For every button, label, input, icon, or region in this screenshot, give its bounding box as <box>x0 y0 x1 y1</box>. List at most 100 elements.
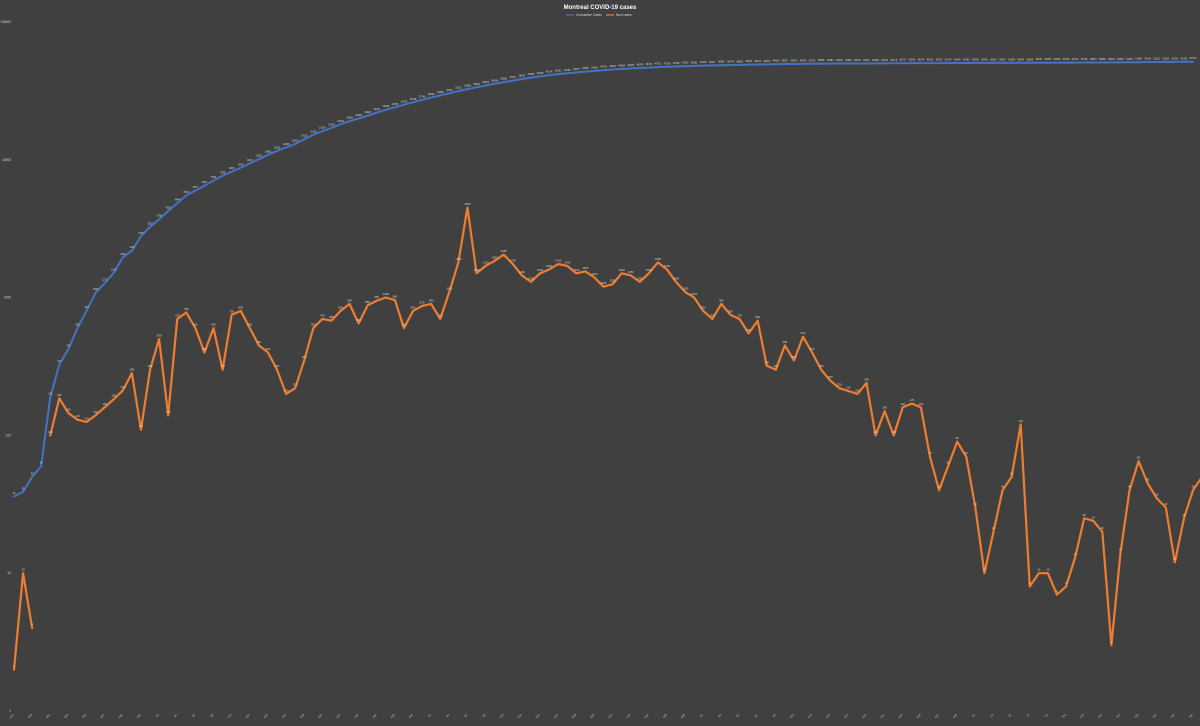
x-tick-label: 5/24 <box>626 713 632 719</box>
cumulative-data-label: 50460 <box>972 58 979 61</box>
x-tick-label: 4/22 <box>336 713 342 719</box>
new-cases-point <box>548 268 550 271</box>
cumulative-point <box>1156 61 1158 63</box>
x-tick-label: 4/26 <box>372 713 378 719</box>
new-cases-point <box>702 310 704 312</box>
cumulative-point <box>748 64 750 66</box>
new-cases-data-label: 680 <box>755 315 760 319</box>
cumulative-data-label: 25075 <box>401 100 408 103</box>
y-tick-label: 1 <box>9 709 11 713</box>
cumulative-data-label: 28294 <box>428 93 435 96</box>
x-tick-label: 6/29 <box>952 713 958 719</box>
new-cases-data-label: 780 <box>184 307 189 311</box>
new-cases-data-label: 170 <box>910 398 915 402</box>
cumulative-data-label: 18102 <box>337 120 344 123</box>
new-cases-data-label: 1250 <box>609 279 616 283</box>
new-cases-point <box>566 265 568 267</box>
new-cases-point <box>67 412 70 414</box>
cumulative-data-label: 22041 <box>373 108 380 111</box>
cumulative-data-label: 1271 <box>102 279 108 282</box>
new-cases-data-label: 2050 <box>501 249 508 253</box>
new-cases-data-label: 10 <box>983 568 987 572</box>
new-cases-point <box>439 318 441 320</box>
cumulative-data-label: 10855 <box>265 150 272 153</box>
cumulative-data-label: 51283 <box>1162 57 1169 60</box>
new-cases-data-label: 3 <box>1111 640 1113 644</box>
new-cases-data-label: 30 <box>1164 502 1168 506</box>
new-cases-point <box>122 389 124 392</box>
new-cases-data-label: 8 <box>1029 581 1031 585</box>
new-cases-data-label: 880 <box>365 300 370 304</box>
new-cases-point <box>503 254 505 256</box>
cumulative-data-label: 49620 <box>791 59 798 62</box>
cumulative-point <box>920 62 922 64</box>
cumulative-data-label: 50910 <box>1108 58 1115 61</box>
cumulative-data-label: 327 <box>57 360 62 363</box>
cumulative-data-label: 48051 <box>691 61 698 64</box>
new-cases-point <box>158 338 160 340</box>
cumulative-data-label: 190 <box>48 392 53 395</box>
new-cases-data-label: 60 <box>947 460 951 464</box>
x-tick-label: 7/17 <box>1116 713 1122 719</box>
cumulative-point <box>212 179 215 182</box>
new-cases-point <box>838 387 840 389</box>
new-cases-data-label: 1700 <box>482 260 489 264</box>
cumulative-data-label: 4844 <box>175 199 181 202</box>
cumulative-point <box>1047 62 1049 64</box>
new-cases-data-label: 70 <box>965 451 969 455</box>
cumulative-data-label: 50311 <box>927 59 934 62</box>
new-cases-data-label: 800 <box>238 305 243 309</box>
cumulative-point <box>766 63 768 65</box>
cumulative-point <box>176 202 178 204</box>
new-cases-point <box>267 351 269 354</box>
y-tick-label: 10 <box>7 571 11 575</box>
new-cases-point <box>176 318 178 320</box>
cumulative-point <box>929 62 931 64</box>
cumulative-point <box>1119 61 1122 63</box>
cumulative-point <box>85 310 88 312</box>
new-cases-point <box>611 283 614 285</box>
new-cases-data-label: 900 <box>429 298 434 302</box>
cumulative-data-label: 50762 <box>1072 58 1079 61</box>
cumulative-point <box>530 77 532 79</box>
new-cases-data-label: 1550 <box>582 266 589 270</box>
new-cases-data-label: 300 <box>275 364 280 368</box>
new-cases-point <box>276 369 278 371</box>
new-cases-data-label: 25 <box>1083 513 1087 517</box>
cumulative-point <box>221 175 224 177</box>
new-cases-point <box>911 403 913 405</box>
new-cases-data-label: 186 <box>57 393 62 397</box>
cumulative-point <box>1128 61 1131 63</box>
new-cases-data-label: 145 <box>66 408 71 412</box>
cumulative-data-label: 50065 <box>872 59 879 62</box>
cumulative-data-label: 1960 <box>120 253 126 256</box>
cumulative-point <box>249 162 251 165</box>
cumulative-data-label: 50217 <box>899 59 906 62</box>
cumulative-point <box>1174 61 1176 63</box>
new-cases-data-label: 700 <box>710 313 715 317</box>
cumulative-point <box>693 65 695 67</box>
cumulative-point <box>738 64 741 66</box>
new-cases-point <box>630 274 632 276</box>
new-cases-point <box>856 393 859 395</box>
new-cases-data-label: 283 <box>130 368 135 372</box>
x-tick-label: 4/30 <box>408 713 414 719</box>
x-tick-label: 4/4 <box>173 713 178 718</box>
new-cases-data-label: 40 <box>1128 485 1132 489</box>
new-cases-point <box>530 281 532 283</box>
cumulative-point <box>630 67 632 70</box>
new-cases-point <box>974 506 976 509</box>
cumulative-point <box>611 68 614 71</box>
cumulative-point <box>1147 61 1149 63</box>
new-cases-data-label: 1500 <box>573 268 580 272</box>
cumulative-point <box>1092 61 1094 64</box>
cumulative-point <box>820 63 822 65</box>
x-axis: 3/17 3/19 3/21 3/23 3/25 3/27 3/29 3/31 4/2 4/4 4/… <box>9 713 1194 719</box>
new-cases-data-label: 30 <box>974 502 978 506</box>
cumulative-data-label: 47299 <box>664 62 671 65</box>
cumulative-data-label: 23099 <box>383 105 390 108</box>
new-cases-data-label: 100 <box>873 430 878 434</box>
cumulative-point <box>203 185 206 187</box>
cumulative-point <box>1038 62 1040 64</box>
x-tick-label: 6/7 <box>754 713 759 718</box>
